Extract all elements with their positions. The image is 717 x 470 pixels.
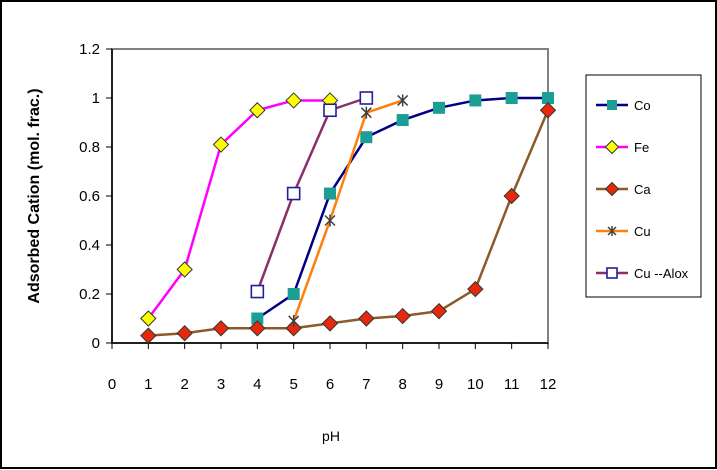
series-ca — [140, 102, 557, 344]
data-point-fe — [212, 136, 230, 153]
x-tick-label: 11 — [504, 376, 520, 393]
legend-label: Cu — [634, 224, 651, 239]
series-co — [251, 92, 554, 325]
x-tick-label: 9 — [435, 376, 443, 393]
data-point-co — [324, 187, 336, 200]
data-point-co — [360, 131, 373, 144]
series-layer — [140, 91, 557, 344]
legend-items: Co Fe Ca Cu Cu --Alox — [596, 98, 689, 281]
legend-label: Cu --Alox — [634, 266, 689, 281]
data-point-ca — [249, 320, 266, 337]
data-point-ca — [140, 327, 157, 344]
legend-marker — [604, 181, 620, 197]
data-point-fe — [140, 310, 157, 327]
x-axis-title: pH — [322, 428, 340, 444]
data-point-ca — [176, 324, 193, 342]
x-tick-label: 3 — [217, 376, 225, 393]
legend-box — [585, 74, 702, 298]
data-point-cu — [397, 94, 409, 107]
data-point-cu — [360, 106, 372, 119]
legend-item-cu-alox: Cu --Alox — [596, 266, 689, 281]
y-tick-label: 0.4 — [79, 237, 100, 254]
x-tick-label: 10 — [467, 376, 484, 393]
x-tick-label: 0 — [108, 376, 116, 393]
data-point-ca — [467, 280, 484, 298]
legend-label: Ca — [634, 182, 651, 197]
x-tick-label: 12 — [540, 376, 557, 393]
data-point-ca — [358, 310, 375, 327]
legend-label: Fe — [634, 140, 649, 155]
legend-item-ca: Ca — [596, 181, 651, 197]
data-point-cu — [324, 214, 336, 227]
data-point-co — [251, 312, 264, 325]
x-tick-label: 4 — [253, 376, 261, 393]
x-tick-label: 2 — [180, 376, 188, 393]
y-tick-label: 0.2 — [79, 286, 100, 303]
data-point-cu-alox — [250, 284, 265, 299]
data-point-co — [542, 92, 554, 104]
data-point-cu-alox — [359, 91, 374, 105]
y-axis-title: Adsorbed Cation (mol. frac.) — [26, 88, 43, 303]
data-point-cu-alox — [286, 186, 301, 201]
legend-item-cu: Cu — [596, 224, 651, 239]
y-tick-label: 1.2 — [79, 41, 100, 58]
legend-marker — [607, 226, 617, 236]
y-tick-label: 0 — [92, 335, 100, 352]
data-point-ca — [430, 302, 448, 320]
x-tick-label: 8 — [398, 376, 406, 393]
legend-marker — [606, 267, 618, 279]
legend-item-fe: Fe — [596, 139, 649, 155]
series-cu-alox — [250, 91, 374, 299]
data-point-co — [469, 94, 482, 107]
legend: Co Fe Ca Cu Cu --Alox — [585, 74, 702, 298]
y-tick-label: 0.8 — [79, 139, 100, 156]
series-line-cu — [292, 99, 404, 322]
legend-marker — [607, 100, 617, 110]
data-point-fe — [249, 102, 266, 119]
data-point-ca — [321, 315, 339, 332]
legend-label: Co — [634, 98, 651, 113]
data-point-cu-alox — [323, 103, 337, 118]
axes: 00.20.40.60.811.20 1 2 3 4 5 6 7 8 9 10 11 12 — [79, 41, 556, 393]
x-tick-label: 7 — [362, 376, 370, 393]
series-line-cu-alox — [256, 96, 367, 292]
data-point-fe — [285, 92, 302, 109]
data-point-cu — [288, 314, 300, 327]
y-tick-label: 0.6 — [79, 188, 100, 205]
data-point-ca — [212, 320, 230, 337]
data-point-co — [287, 288, 300, 300]
legend-marker — [604, 139, 620, 155]
data-point-ca — [539, 102, 557, 119]
x-tick-label: 6 — [326, 376, 334, 393]
legend-item-co: Co — [596, 98, 651, 113]
x-tick-label: 5 — [289, 376, 297, 393]
data-point-co — [433, 101, 445, 114]
y-tick-label: 1 — [92, 90, 100, 107]
series-fe — [140, 92, 339, 327]
data-point-fe — [176, 261, 193, 278]
series-cu — [288, 94, 409, 327]
data-point-co — [396, 114, 409, 127]
x-tick-label: 1 — [144, 376, 152, 393]
data-point-ca — [503, 187, 520, 205]
data-point-co — [505, 92, 518, 104]
data-point-ca — [394, 307, 411, 325]
